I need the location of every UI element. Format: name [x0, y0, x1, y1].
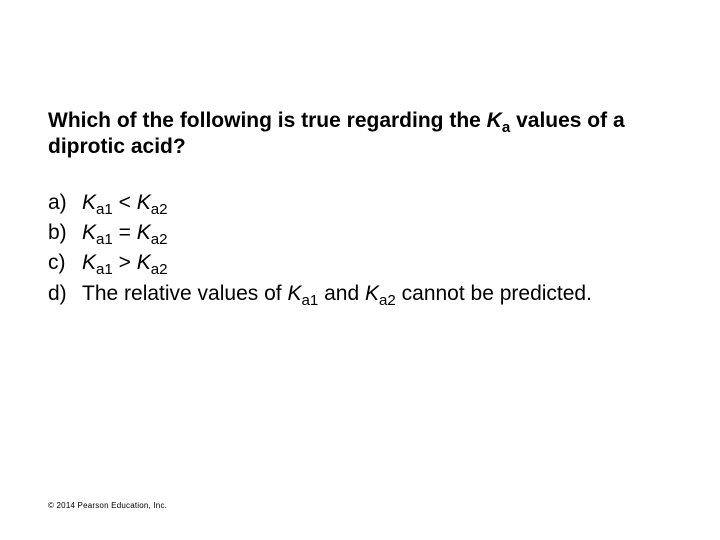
operator: >: [113, 251, 137, 274]
copyright-text: © 2014 Pearson Education, Inc.: [48, 501, 167, 510]
ka1-symbol: K: [82, 191, 96, 214]
ka2-sub: a2: [379, 292, 396, 309]
ka1-symbol: K: [82, 251, 96, 274]
choice-body: The relative values of Ka1 and Ka2 canno…: [82, 280, 672, 308]
ka2-symbol: K: [137, 251, 151, 274]
choice-letter: d): [48, 280, 82, 308]
ka-sub: a: [502, 119, 510, 136]
choice-letter: a): [48, 189, 82, 217]
choice-d-pre: The relative values of: [82, 282, 287, 305]
ka1-sub: a1: [96, 201, 113, 218]
choice-letter: c): [48, 249, 82, 277]
choice-body: Ka1 < Ka2: [82, 189, 672, 217]
operator: =: [113, 221, 137, 244]
choice-d-mid: and: [318, 282, 365, 305]
choice-c: c) Ka1 > Ka2: [48, 249, 672, 277]
choice-d: d) The relative values of Ka1 and Ka2 ca…: [48, 280, 672, 308]
ka1-sub: a1: [301, 292, 318, 309]
question-text: Which of the following is true regarding…: [48, 108, 672, 161]
ka-symbol: K: [487, 109, 502, 132]
choice-a: a) Ka1 < Ka2: [48, 189, 672, 217]
ka2-sub: a2: [151, 261, 168, 278]
slide: Which of the following is true regarding…: [0, 0, 720, 308]
operator: <: [113, 191, 137, 214]
choices-list: a) Ka1 < Ka2 b) Ka1 = Ka2 c) Ka1 > Ka2 d…: [48, 189, 672, 308]
ka2-symbol: K: [365, 282, 379, 305]
ka2-sub: a2: [151, 231, 168, 248]
ka1-sub: a1: [96, 261, 113, 278]
choice-letter: b): [48, 219, 82, 247]
question-prefix: Which of the following is true regarding…: [48, 109, 487, 132]
ka2-symbol: K: [137, 221, 151, 244]
ka1-symbol: K: [287, 282, 301, 305]
choice-d-post: cannot be predicted.: [396, 282, 592, 305]
ka2-sub: a2: [151, 201, 168, 218]
choice-body: Ka1 = Ka2: [82, 219, 672, 247]
ka1-symbol: K: [82, 221, 96, 244]
ka2-symbol: K: [137, 191, 151, 214]
choice-b: b) Ka1 = Ka2: [48, 219, 672, 247]
ka1-sub: a1: [96, 231, 113, 248]
choice-body: Ka1 > Ka2: [82, 249, 672, 277]
